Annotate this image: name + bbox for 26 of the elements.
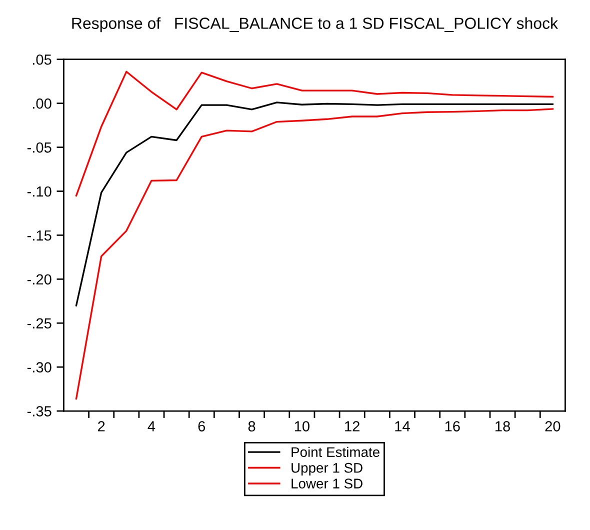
x-tick-label: 12 (345, 421, 360, 432)
x-tick-label: 4 (148, 421, 156, 432)
legend-label: Point Estimate (292, 446, 380, 458)
y-tick-label: -.20 (27, 274, 52, 285)
x-tick-label: 2 (98, 421, 105, 432)
y-tick-label: .00 (32, 98, 52, 109)
y-tick-label: -.05 (27, 142, 52, 153)
x-tick-label: 16 (445, 421, 460, 432)
x-tick-label: 14 (395, 421, 410, 432)
x-tick-label: 10 (294, 421, 310, 432)
x-tick-label: 8 (248, 421, 256, 432)
x-tick-label: 6 (198, 421, 206, 432)
y-tick-label: -.35 (27, 406, 52, 416)
y-tick-label: -.15 (27, 230, 52, 241)
legend-label: Upper 1 SD (292, 462, 362, 476)
y-tick-label: .05 (32, 54, 52, 65)
line-series (75, 102, 554, 306)
legend-label: Lower 1 SD (292, 478, 362, 488)
chart-title: Response of FISCAL_BALANCE to a 1 SD FISCAL_POLICY shock (72, 17, 558, 32)
x-tick-label: 20 (545, 421, 560, 432)
y-tick-label: -.30 (27, 362, 52, 372)
x-tick-label: 18 (496, 421, 510, 432)
line-series (75, 70, 554, 196)
line-series (75, 108, 554, 400)
y-tick-label: -.10 (27, 186, 52, 197)
y-tick-label: -.25 (27, 318, 52, 329)
